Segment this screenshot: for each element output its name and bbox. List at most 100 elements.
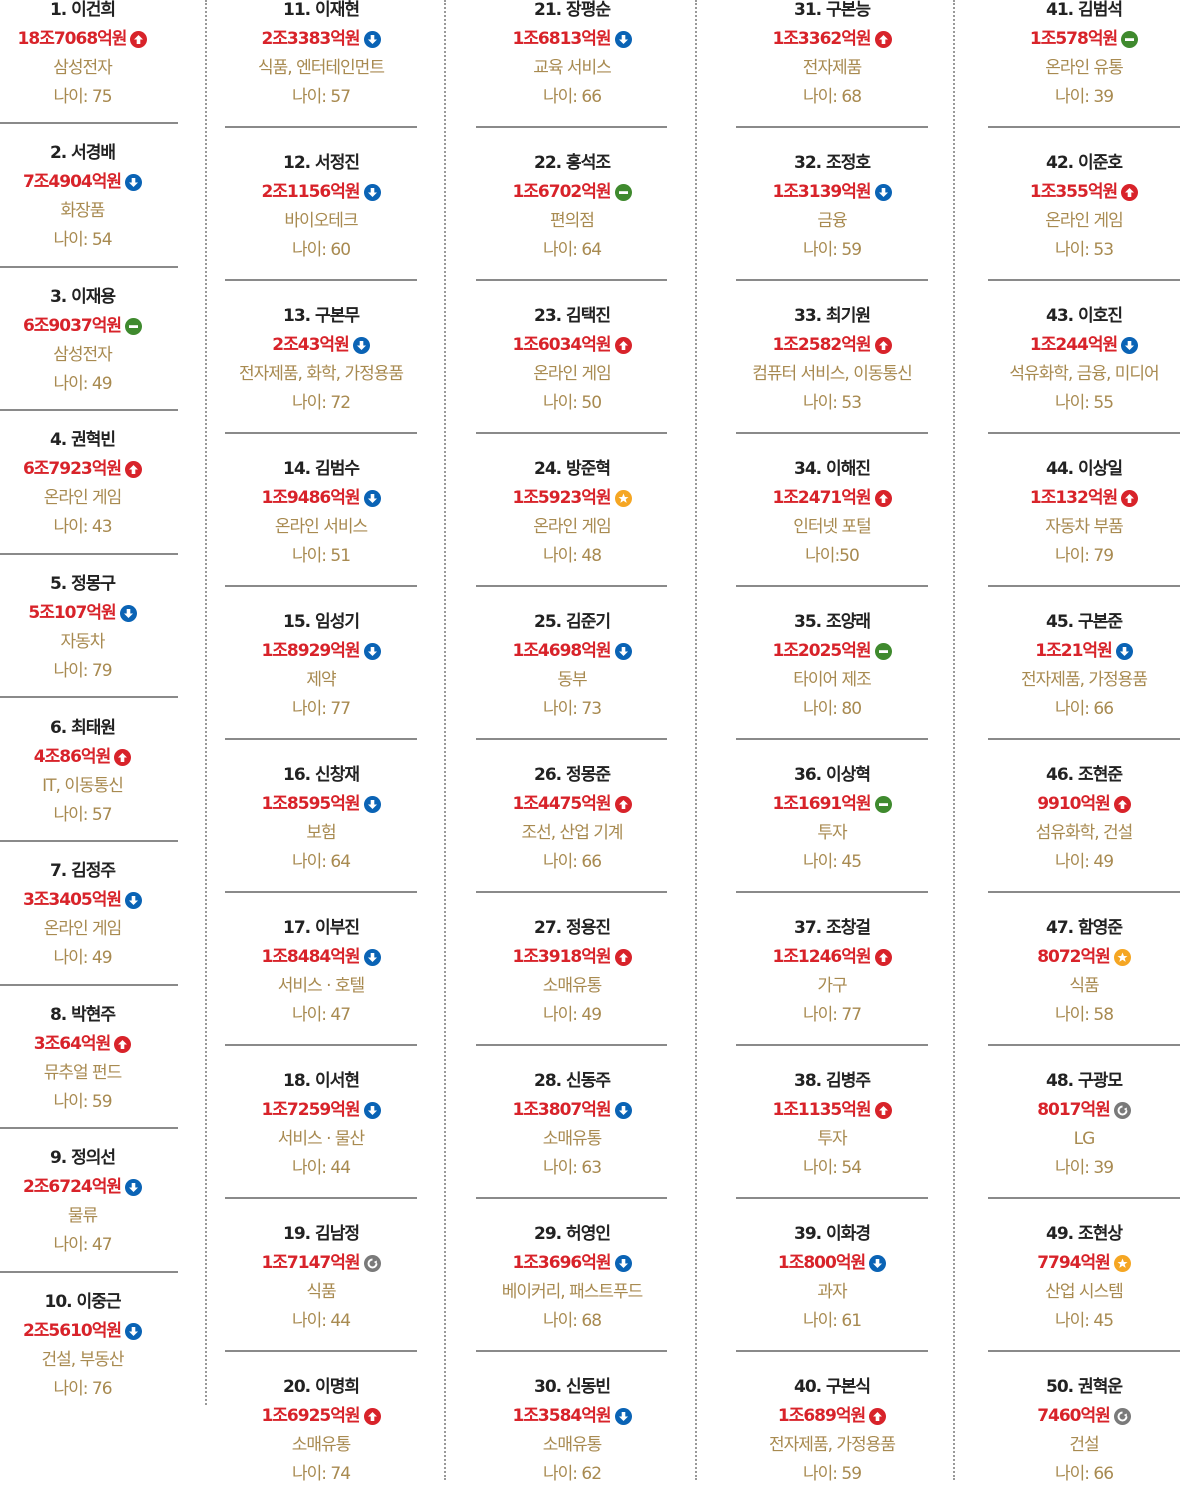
entry-age: 나이: 75 [53, 86, 112, 107]
entry-age: 나이: 45 [802, 851, 862, 872]
entry-wealth-row: 1조1135억원 [742, 1096, 922, 1125]
ranking-entry: 43. 이호진 1조244억원 석유화학, 금융, 미디어 나이: 55 [994, 302, 1174, 418]
entry-wealth-row: 9910억원 [994, 790, 1174, 819]
entry-rank-name: 40. 구본식 [794, 1376, 871, 1397]
arrow-up-icon [874, 1101, 892, 1119]
arrow-up-icon [1121, 489, 1139, 507]
arrow-down-icon [363, 489, 381, 507]
ranking-entry: 9. 정의선 2조6724억원 물류 나이: 47 [0, 1144, 165, 1260]
ranking-entry: 4. 권혁빈 6조7923억원 온라인 게임 나이: 43 [0, 426, 165, 542]
ranking-entry: 42. 이준호 1조355억원 온라인 게임 나이: 53 [994, 149, 1174, 265]
entry-sector: 자동차 부품 [1045, 516, 1124, 537]
entry-age: 나이: 58 [1054, 1004, 1114, 1025]
entry-rank-name: 20. 이명희 [283, 1376, 360, 1397]
entry-sector: 소매유통 [542, 1434, 603, 1455]
entry-wealth-row: 7460억원 [994, 1402, 1174, 1431]
ranking-entry: 41. 김범석 1조578억원 온라인 유통 나이: 39 [994, 0, 1174, 112]
entry-sector: 서비스 · 호텔 [277, 975, 365, 996]
entry-wealth: 4조86억원 [33, 746, 111, 767]
entry-wealth-row: 7조4904억원 [0, 168, 165, 197]
entry-wealth-row: 1조6702억원 [482, 178, 662, 207]
entry-wealth: 1조8929억원 [261, 640, 360, 661]
entry-wealth-row: 1조244억원 [994, 331, 1174, 360]
ranking-entry: 30. 신동빈 1조3584억원 소매유통 나이: 62 [482, 1373, 662, 1489]
return-icon [1113, 1407, 1131, 1425]
entry-rank-name: 17. 이부진 [283, 917, 360, 938]
entry-wealth: 1조1246억원 [772, 946, 871, 967]
arrow-down-icon [363, 1101, 381, 1119]
entry-divider [988, 126, 1180, 128]
entry-wealth: 1조8595억원 [261, 793, 360, 814]
entry-wealth: 1조5923억원 [512, 487, 611, 508]
entry-divider [736, 585, 928, 587]
ranking-entry: 3. 이재용 6조9037억원 삼성전자 나이: 49 [0, 283, 165, 399]
entry-rank-name: 50. 권혁운 [1046, 1376, 1123, 1397]
arrow-down-icon [614, 1254, 632, 1272]
arrow-up-icon [125, 461, 143, 479]
entry-divider [476, 432, 667, 434]
entry-age: 나이: 57 [291, 86, 351, 107]
entry-wealth: 1조689억원 [777, 1405, 866, 1426]
minus-icon [1121, 30, 1139, 48]
ranking-entry: 27. 정용진 1조3918억원 소매유통 나이: 49 [482, 914, 662, 1030]
ranking-entry: 2. 서경배 7조4904억원 화장품 나이: 54 [0, 139, 165, 255]
arrow-up-icon [874, 30, 892, 48]
entry-divider [225, 279, 417, 281]
entry-wealth: 1조6034억원 [512, 334, 611, 355]
entry-wealth-row: 2조1156억원 [231, 178, 411, 207]
entry-rank-name: 44. 이상일 [1046, 458, 1123, 479]
arrow-down-icon [1115, 642, 1133, 660]
arrow-down-icon [125, 1179, 143, 1197]
entry-wealth: 1조3584억원 [512, 1405, 611, 1426]
entry-wealth: 1조8484억원 [261, 946, 360, 967]
entry-wealth: 7460억원 [1037, 1405, 1111, 1426]
entry-divider [736, 1044, 928, 1046]
ranking-entry: 19. 김남정 1조7147억원 식품 나이: 44 [231, 1220, 411, 1336]
entry-sector: 식품 [1069, 975, 1099, 996]
entry-sector: 온라인 서비스 [274, 516, 368, 537]
entry-age: 나이: 54 [802, 1157, 862, 1178]
entry-divider [476, 891, 667, 893]
column-separator [444, 0, 446, 1480]
star-icon [1113, 1254, 1131, 1272]
entry-sector: 식품 [306, 1281, 336, 1302]
entry-age: 나이: 55 [1054, 392, 1114, 413]
entry-divider [476, 738, 667, 740]
entry-age: 나이: 53 [1054, 239, 1114, 260]
entry-wealth: 1조244억원 [1029, 334, 1118, 355]
ranking-entry: 14. 김범수 1조9486억원 온라인 서비스 나이: 51 [231, 455, 411, 571]
entry-age: 나이: 77 [291, 698, 351, 719]
entry-wealth-row: 1조2582억원 [742, 331, 922, 360]
entry-divider [988, 585, 1180, 587]
entry-wealth: 1조800억원 [777, 1252, 866, 1273]
entry-sector: LG [1073, 1128, 1096, 1149]
entry-wealth-row: 1조5923억원 [482, 484, 662, 513]
ranking-entry: 1. 이건희 18조7068억원 삼성전자 나이: 75 [0, 0, 165, 112]
ranking-entry: 8. 박현주 3조64억원 뮤추얼 펀드 나이: 59 [0, 1001, 165, 1117]
entry-rank-name: 36. 이상혁 [794, 764, 871, 785]
entry-sector: 보험 [306, 822, 336, 843]
entry-sector: 물류 [67, 1206, 98, 1227]
entry-wealth: 8017억원 [1037, 1099, 1111, 1120]
entry-divider [0, 696, 178, 699]
entry-rank-name: 2. 서경배 [49, 143, 116, 164]
entry-divider [225, 891, 417, 893]
arrow-up-icon [874, 489, 892, 507]
arrow-up-icon [130, 30, 148, 48]
column-separator [695, 0, 697, 1480]
entry-age: 나이: 79 [53, 660, 112, 681]
arrow-up-icon [874, 948, 892, 966]
entry-divider [225, 1197, 417, 1199]
entry-rank-name: 15. 임성기 [283, 611, 360, 632]
ranking-entry: 23. 김택진 1조6034억원 온라인 게임 나이: 50 [482, 302, 662, 418]
entry-wealth: 1조4698억원 [512, 640, 611, 661]
entry-rank-name: 16. 신창재 [283, 764, 360, 785]
entry-age: 나이: 66 [542, 851, 602, 872]
arrow-down-icon [352, 336, 370, 354]
entry-wealth: 1조3696억원 [512, 1252, 611, 1273]
entry-divider [476, 585, 667, 587]
entry-divider [225, 738, 417, 740]
entry-divider [225, 585, 417, 587]
entry-sector: 가구 [817, 975, 847, 996]
entry-sector: 동부 [557, 669, 587, 690]
